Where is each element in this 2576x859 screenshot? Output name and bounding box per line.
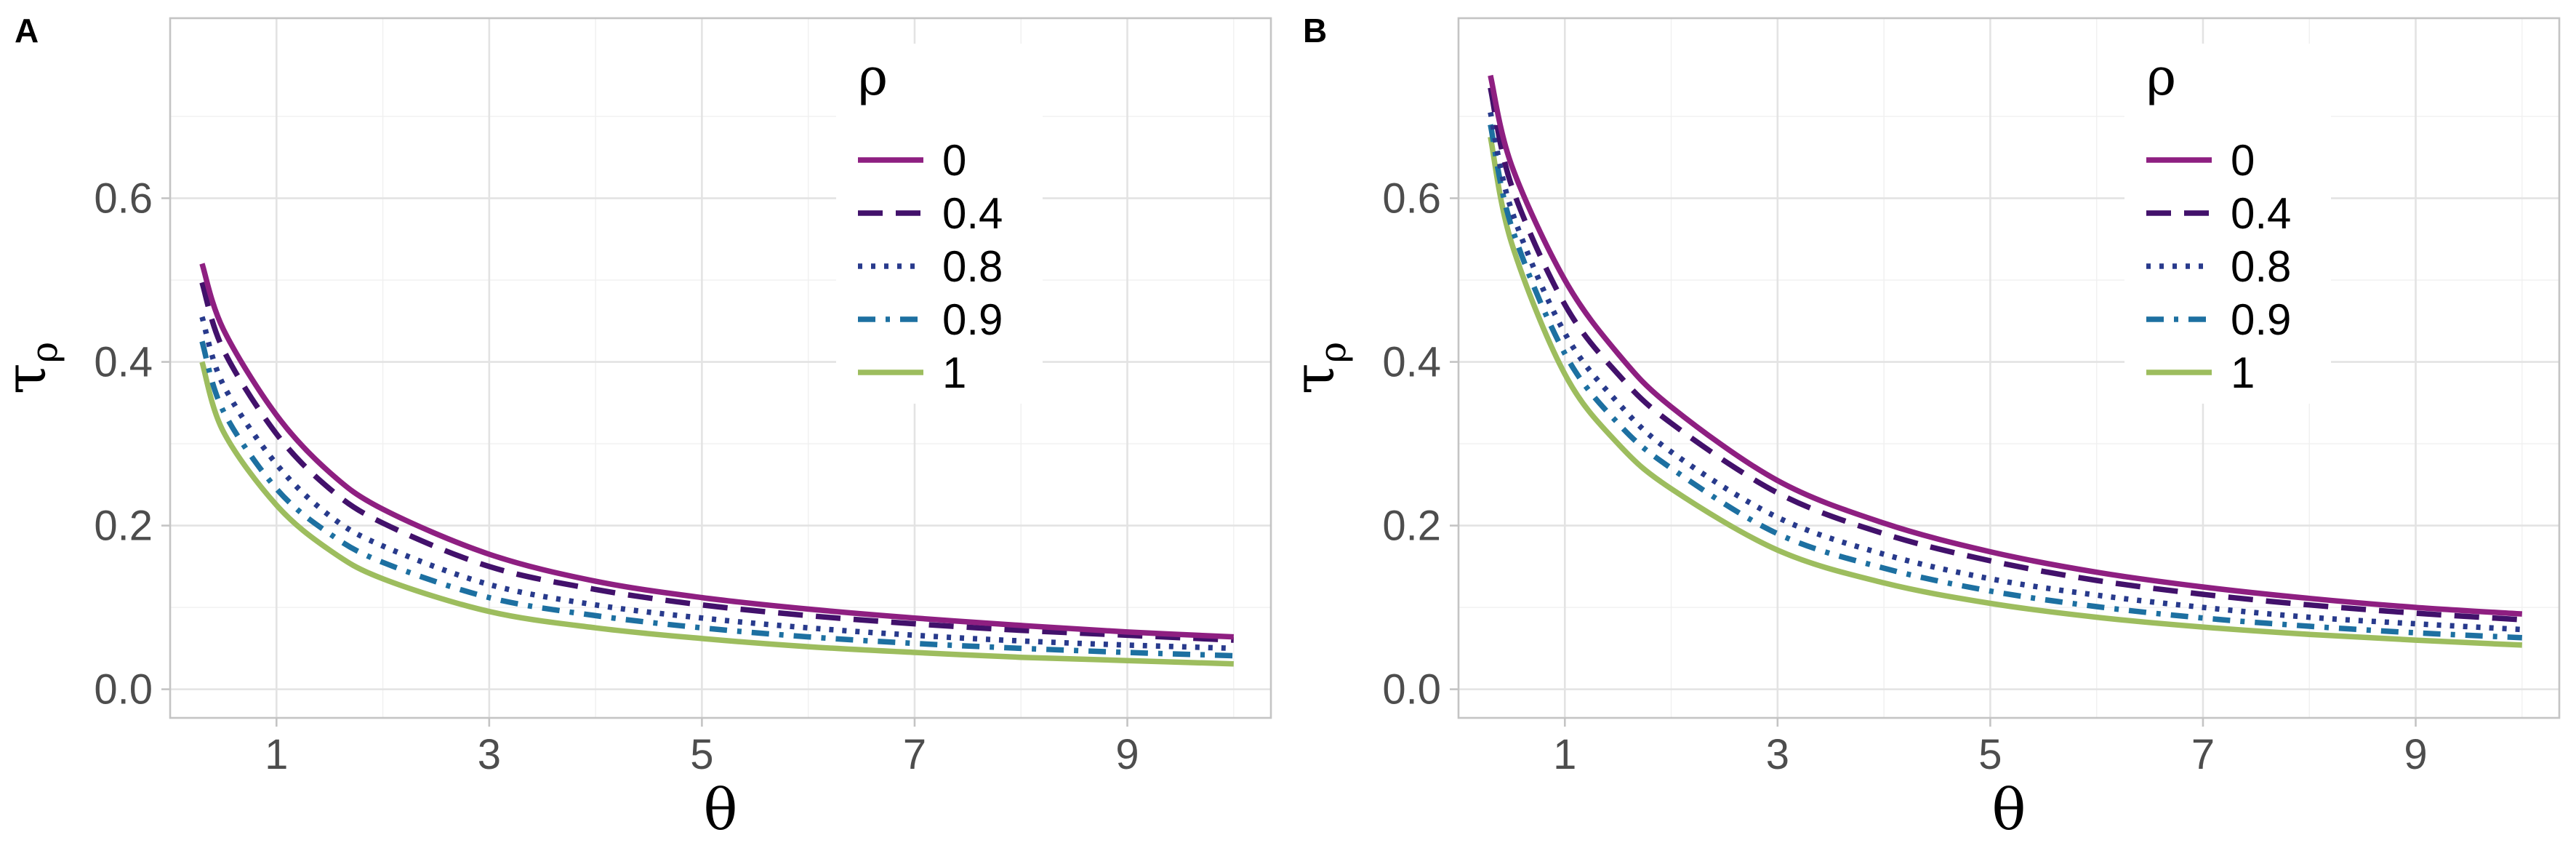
y-title-subscript: ρ xyxy=(23,342,65,363)
legend-label-rho-0.8: 0.8 xyxy=(2231,242,2291,291)
series-line-rho-0.4 xyxy=(199,281,1234,643)
series-line-rho-0.9 xyxy=(1488,124,2522,641)
panel-b-legend: ρ 00.40.80.91 xyxy=(2124,44,2331,404)
legend-label-rho-1: 1 xyxy=(2231,348,2255,397)
legend-label-rho-0.9: 0.9 xyxy=(2231,295,2291,344)
series-line-rho-0.9 xyxy=(199,340,1234,659)
panel-b-y-axis-title: τρ xyxy=(1282,342,1354,395)
panel-b-x-axis: 1 3 5 7 9 xyxy=(1553,718,2428,778)
series-line-rho-0 xyxy=(199,263,1234,640)
x-tick-label: 1 xyxy=(265,731,288,778)
panel-b-y-axis: 0.0 0.2 0.4 0.6 xyxy=(1382,175,1458,714)
series-line-rho-0 xyxy=(1488,74,2523,617)
x-tick-label: 7 xyxy=(903,731,926,778)
panel-a-x-axis-title: θ xyxy=(704,778,738,843)
y-tick-label: 0.2 xyxy=(94,503,153,550)
legend-label-rho-0.4: 0.4 xyxy=(2231,189,2291,238)
panel-a-grid xyxy=(170,18,1271,718)
x-tick-label: 3 xyxy=(1766,731,1789,778)
panel-b-grid xyxy=(1458,18,2559,718)
panel-a-y-axis: 0.0 0.2 0.4 0.6 xyxy=(94,175,170,714)
panel-a: A 0.0 0.2 0.4 0.6 1 3 5 7 9 θ τρ ρ 00.40… xyxy=(0,12,1272,843)
x-tick-label: 1 xyxy=(1553,731,1576,778)
legend-title: ρ xyxy=(2146,47,2176,107)
y-tick-label: 0.6 xyxy=(94,175,153,223)
legend-background xyxy=(2124,44,2331,404)
series-line-rho-1 xyxy=(199,361,1234,667)
series-line-rho-0.4 xyxy=(1488,87,2523,623)
panel-a-series xyxy=(199,263,1234,667)
legend-label-rho-0: 0 xyxy=(942,136,966,185)
x-tick-label: 5 xyxy=(690,731,713,778)
panel-a-x-axis: 1 3 5 7 9 xyxy=(265,718,1139,778)
panel-b-x-axis-title: θ xyxy=(1992,778,2026,843)
y-tick-label: 0.2 xyxy=(1382,503,1441,550)
legend-title: ρ xyxy=(858,47,888,107)
series-line-rho-0.8 xyxy=(199,316,1234,652)
x-tick-label: 7 xyxy=(2191,731,2215,778)
svg-text:τρ: τρ xyxy=(1282,342,1354,395)
legend-items: 00.40.80.91 xyxy=(858,136,1003,397)
y-title-subscript: ρ xyxy=(1312,342,1354,363)
y-tick-label: 0.4 xyxy=(94,339,153,386)
legend-items: 00.40.80.91 xyxy=(2146,136,2291,397)
y-tick-label: 0.6 xyxy=(1382,175,1441,223)
x-tick-label: 9 xyxy=(1115,731,1139,778)
y-tick-label: 0.0 xyxy=(1382,666,1441,714)
panel-b: B 0.0 0.2 0.4 0.6 1 3 5 7 9 θ τρ ρ 00.40… xyxy=(1282,12,2561,843)
series-line-rho-0.8 xyxy=(1488,111,2522,633)
panel-a-letter: A xyxy=(15,12,39,49)
y-title-main: τ xyxy=(0,363,59,394)
x-tick-label: 5 xyxy=(1978,731,2002,778)
panel-b-plot-border xyxy=(1457,17,2561,719)
legend-label-rho-1: 1 xyxy=(942,348,966,397)
legend-background xyxy=(836,44,1043,404)
y-title-main: τ xyxy=(1282,363,1347,394)
legend-label-rho-0.4: 0.4 xyxy=(942,189,1003,238)
panel-a-legend: ρ 00.40.80.91 xyxy=(836,44,1043,404)
panel-b-letter: B xyxy=(1303,12,1327,49)
series-line-rho-1 xyxy=(1488,136,2522,648)
legend-label-rho-0: 0 xyxy=(2231,136,2255,185)
legend-label-rho-0.9: 0.9 xyxy=(942,295,1003,344)
panel-b-series xyxy=(1488,74,2523,648)
x-tick-label: 9 xyxy=(2404,731,2427,778)
svg-text:τρ: τρ xyxy=(0,342,65,395)
legend-label-rho-0.8: 0.8 xyxy=(942,242,1003,291)
panel-a-plot-border xyxy=(169,17,1272,719)
y-tick-label: 0.4 xyxy=(1382,339,1441,386)
panel-a-y-axis-title: τρ xyxy=(0,342,65,395)
x-tick-label: 3 xyxy=(478,731,501,778)
y-tick-label: 0.0 xyxy=(94,666,153,714)
